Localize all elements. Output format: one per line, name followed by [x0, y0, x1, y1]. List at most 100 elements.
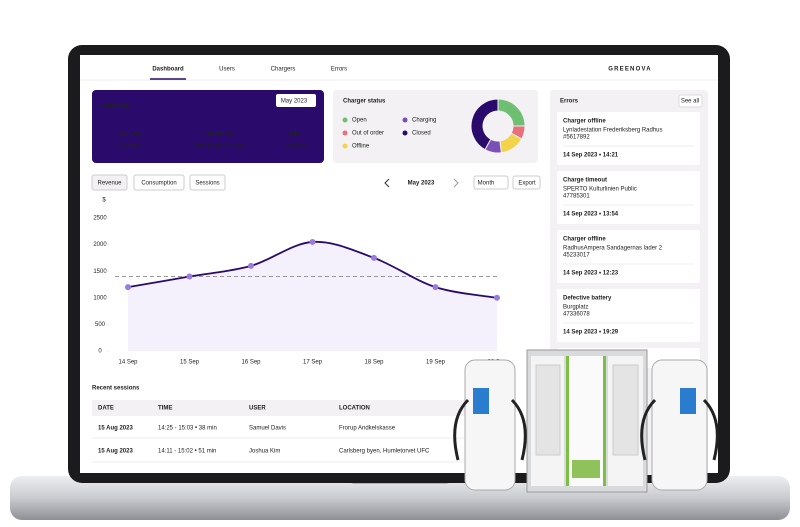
- legend-dot: [342, 130, 348, 136]
- table-cell: 15 Aug 2023: [98, 426, 133, 432]
- error-location: Burgplatz: [563, 305, 588, 311]
- y-tick-label: 0: [98, 349, 102, 355]
- nav-item[interactable]: Dashboard: [152, 67, 184, 73]
- legend-label: Offline: [352, 144, 370, 150]
- export[interactable]: Export: [518, 181, 536, 187]
- see-all[interactable]: See all: [681, 99, 699, 105]
- status-title: Charger status: [343, 99, 386, 105]
- legend-label: Charging: [412, 118, 436, 124]
- error-card[interactable]: [557, 289, 700, 342]
- column-header: DATE: [98, 406, 114, 412]
- export-button[interactable]: [512, 175, 541, 190]
- y-tick-label: 2000: [93, 242, 107, 248]
- error-id: 45233017: [563, 253, 590, 259]
- stat-label: Consumption in kWh: [190, 144, 245, 150]
- x-tick-label: 17 Sep: [303, 360, 323, 366]
- charger-cable: [640, 398, 719, 461]
- legend-label: Open: [352, 118, 367, 124]
- x-tick-label: 18 Sep: [364, 360, 384, 366]
- error-date: 14 Sep 2023 • 14:21: [563, 153, 619, 159]
- error-card[interactable]: [557, 230, 700, 283]
- error-id: 47785301: [563, 194, 590, 200]
- tab[interactable]: [91, 174, 128, 191]
- range-select[interactable]: [473, 175, 509, 190]
- errors-title: Errors: [560, 99, 579, 105]
- error-location: RadhusAmpera Sandagernas lader 2: [563, 246, 663, 252]
- tab-label[interactable]: Revenue: [97, 181, 122, 187]
- point: [186, 273, 193, 280]
- y-axis-label: $: [102, 198, 106, 204]
- error-title: Charger offline: [563, 237, 606, 243]
- point: [125, 284, 131, 291]
- y-tick-label: 1500: [93, 269, 107, 275]
- prev-arrow[interactable]: [384, 178, 390, 188]
- y-tick-label: 500: [95, 322, 106, 328]
- nav-item[interactable]: Errors: [331, 67, 347, 73]
- period: May 2023: [281, 99, 308, 105]
- table-cell: 14:25 - 15:03 • 38 min: [158, 426, 217, 432]
- see-all-button[interactable]: [678, 94, 703, 108]
- cabinet-stripe: [603, 356, 606, 486]
- point: [432, 284, 439, 291]
- table-header: [92, 400, 512, 416]
- error-location: Lynladestation Frederiksberg Radhus: [563, 128, 663, 134]
- tab[interactable]: [189, 174, 226, 191]
- table-cell: Frorup Andkelskasse: [339, 426, 396, 432]
- summary-title: Summary: [102, 104, 130, 110]
- brand: GREENOVA: [608, 67, 652, 73]
- column-header: TIME: [158, 406, 172, 412]
- error-title: Charger offline: [563, 119, 606, 125]
- nav-item[interactable]: Chargers: [271, 67, 296, 73]
- range[interactable]: Month: [478, 181, 495, 187]
- stat-value: 318,587.63: [203, 132, 234, 138]
- error-date: 14 Sep 2023 • 13:54: [563, 212, 619, 218]
- x-tick-label: 15 Sep: [180, 360, 200, 366]
- error-date: 14 Sep 2023 • 19:29: [563, 330, 619, 336]
- error-title: Charge timeout: [563, 178, 607, 184]
- next-arrow[interactable]: [453, 178, 459, 188]
- period-select[interactable]: [276, 94, 316, 107]
- stat-label: Revenue: [118, 144, 143, 150]
- tab-label[interactable]: Consumption: [141, 181, 176, 187]
- legend-label: Out of order: [352, 131, 384, 137]
- cabinet-grille: [612, 364, 639, 456]
- error-title: Defective battery: [563, 296, 612, 302]
- y-tick-label: 1000: [93, 295, 107, 301]
- table-cell: Samuel Davis: [249, 426, 286, 432]
- x-tick-label: 19 Sep: [426, 360, 446, 366]
- error-date: 14 Sep 2023 • 12:23: [563, 271, 619, 277]
- error-card[interactable]: [557, 112, 700, 165]
- charger-cable: [453, 398, 527, 461]
- nav-item[interactable]: Users: [219, 67, 235, 73]
- error-id: #5617892: [563, 135, 590, 141]
- stat-label: Sessions: [283, 144, 307, 150]
- tab[interactable]: [133, 174, 185, 191]
- stat-value: 841: [290, 132, 301, 138]
- column-header: LOCATION: [339, 406, 370, 412]
- point: [248, 262, 254, 269]
- table-cell: 15 Aug 2023: [98, 449, 133, 455]
- charger-illustration: [453, 349, 719, 493]
- charger: [651, 359, 708, 491]
- table-cell: Joshua Kim: [249, 449, 280, 455]
- area: [128, 241, 497, 351]
- table-cell: 14:11 - 15:02 • 51 min: [158, 449, 216, 455]
- point: [494, 294, 500, 301]
- point: [309, 238, 316, 245]
- charger-screen: [473, 388, 489, 414]
- error-card[interactable]: [557, 171, 700, 224]
- legend-dot: [342, 143, 348, 149]
- stat-value: $47,265: [119, 132, 141, 138]
- legend-dot: [402, 130, 408, 136]
- donut-segment: [470, 98, 499, 151]
- cabinet-stripe: [566, 356, 569, 486]
- month: May 2023: [408, 181, 435, 187]
- point: [371, 254, 377, 261]
- charger: [464, 359, 516, 491]
- charger-screen: [680, 388, 696, 414]
- tab-label[interactable]: Sessions: [195, 181, 219, 187]
- x-tick-label: 16 Sep: [241, 360, 261, 366]
- table-cell: Carlsberg byen, Humletorvet UFC: [339, 449, 430, 455]
- cabinet-grille: [535, 364, 561, 456]
